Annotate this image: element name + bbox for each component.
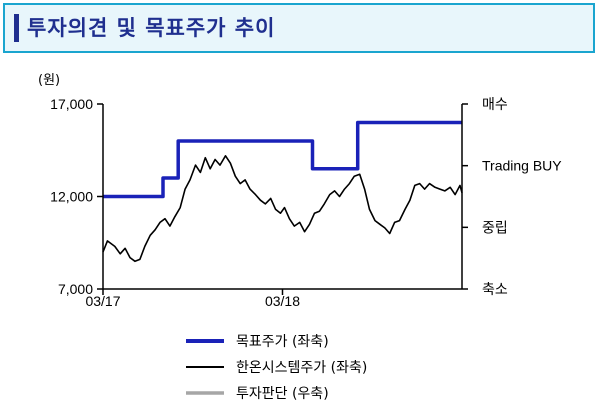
axes: 7,000 12,000 17,000 축소 중립 Trading BUY 매수 03/17 0…	[50, 96, 562, 309]
left-tick-label: 7,000	[58, 281, 93, 297]
chart-title: 투자의견 및 목표주가 추이	[27, 16, 276, 40]
title-box: 투자의견 및 목표주가 추이	[3, 3, 595, 53]
left-tick-label: 17,000	[50, 96, 93, 112]
right-tick-label: 매수	[482, 97, 508, 113]
plot-area	[102, 120, 463, 263]
x-tick-label: 03/17	[85, 293, 120, 309]
right-tick-label: 중립	[482, 220, 508, 236]
x-tick-label: 03/18	[265, 293, 300, 309]
legend-label-2: 투자판단 (우축)	[236, 386, 329, 402]
unit-label: (원)	[38, 73, 60, 88]
right-tick-label: 축소	[482, 282, 508, 298]
legend-label-1: 한온시스템주가 (좌축)	[236, 360, 367, 376]
title-accent-bar	[14, 14, 19, 42]
series-line-1	[102, 155, 463, 263]
legend-label-0: 목표주가 (좌축)	[236, 334, 329, 350]
legend: 목표주가 (좌축) 한온시스템주가 (좌축) 투자판단 (우축)	[186, 334, 367, 402]
right-tick-label: Trading BUY	[482, 158, 562, 174]
left-tick-label: 12,000	[50, 189, 93, 205]
series-line-0	[103, 120, 462, 199]
